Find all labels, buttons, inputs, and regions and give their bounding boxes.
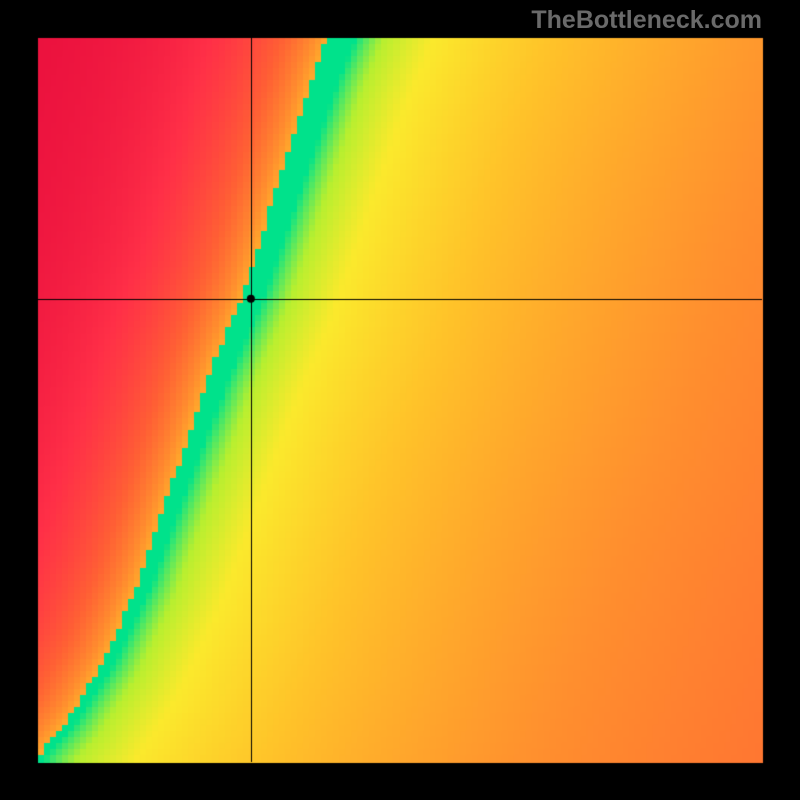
- watermark-text: TheBottleneck.com: [531, 6, 762, 35]
- bottleneck-heatmap: [0, 0, 800, 800]
- chart-container: TheBottleneck.com: [0, 0, 800, 800]
